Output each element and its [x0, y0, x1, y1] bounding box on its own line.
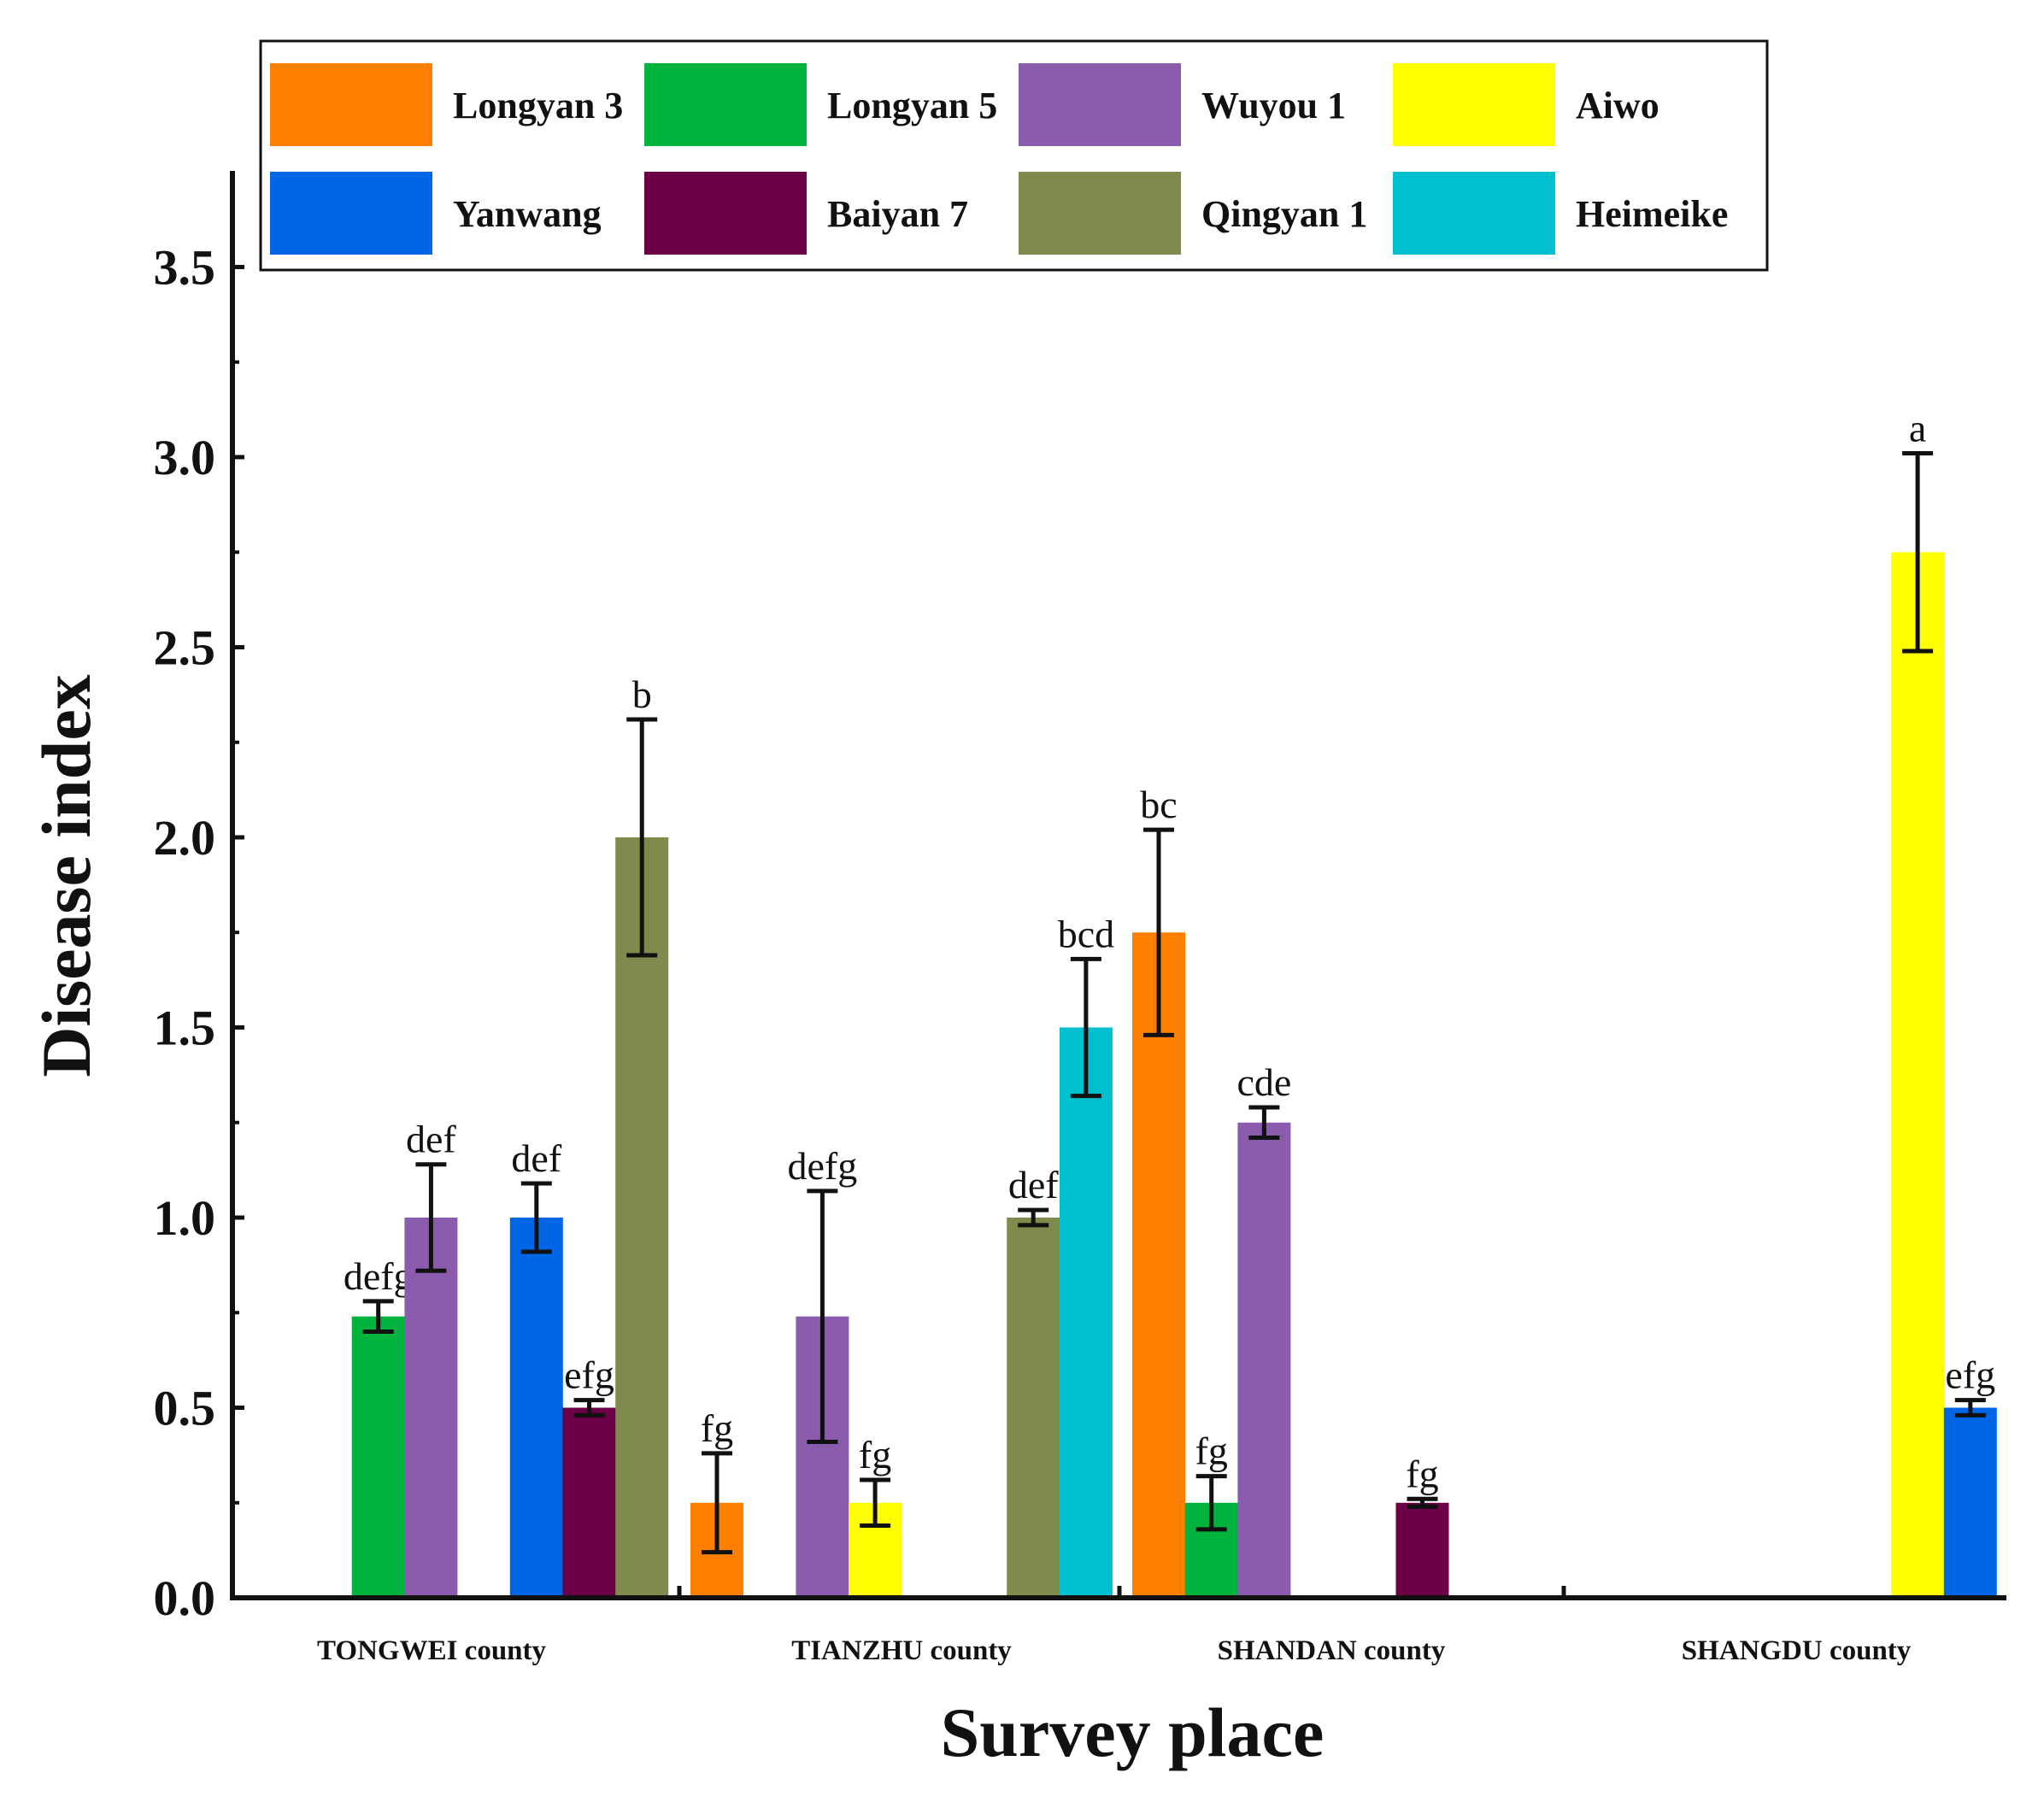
legend-label: Wuyou 1	[1201, 85, 1346, 126]
x-axis-title: Survey place	[941, 1694, 1324, 1771]
legend-swatch	[270, 172, 432, 255]
bar	[1943, 1407, 1997, 1598]
bar	[1007, 1218, 1060, 1598]
bar	[615, 837, 669, 1598]
legend-label: Heimeike	[1576, 193, 1728, 235]
y-tick-label: 0.5	[154, 1381, 216, 1436]
legend: Longyan 3 Longyan 5 Wuyou 1 Aiwo Yanwang Baiy…	[259, 39, 1769, 272]
significance-label: cde	[1236, 1060, 1291, 1104]
y-tick-label: 2.0	[154, 810, 216, 866]
legend-label: Aiwo	[1576, 85, 1659, 126]
legend-swatch	[1019, 63, 1181, 146]
legend-label: Longyan 3	[453, 85, 623, 126]
significance-label: defg	[344, 1254, 414, 1298]
axes: 0.0 0.5 1.0 1.5 2.0 2.5 3.0 3.5 TONGWEI county TI…	[154, 171, 2006, 1666]
legend-swatch	[1393, 172, 1555, 255]
x-category-label: TONGWEI county	[317, 1635, 547, 1666]
significance-label: defg	[788, 1144, 858, 1188]
y-tick-label: 2.5	[154, 620, 216, 676]
bar	[509, 1218, 563, 1598]
significance-label: fg	[1406, 1452, 1438, 1495]
legend-swatch	[1019, 172, 1181, 255]
legend-swatch	[644, 172, 807, 255]
bar	[1891, 552, 1945, 1599]
legend-swatch	[270, 63, 432, 146]
significance-label: def	[511, 1136, 561, 1180]
y-tick-label: 3.0	[154, 430, 216, 485]
significance-label: b	[632, 672, 652, 716]
significance-label: fg	[1195, 1429, 1228, 1473]
significance-label: bc	[1140, 783, 1177, 826]
legend-label: Qingyan 1	[1201, 193, 1367, 235]
y-tick-label: 1.0	[154, 1190, 216, 1246]
significance-label: def	[1008, 1163, 1059, 1206]
bar	[404, 1218, 458, 1598]
significance-label: fg	[701, 1406, 733, 1450]
legend-label: Yanwang	[453, 193, 602, 235]
significance-label: efg	[1945, 1353, 1995, 1397]
bar	[351, 1316, 405, 1598]
bar	[1132, 932, 1185, 1599]
significance-label: a	[1909, 407, 1926, 450]
x-category-label: SHANDAN county	[1218, 1635, 1446, 1666]
legend-label: Baiyan 7	[827, 193, 968, 235]
legend-swatch	[1393, 63, 1555, 146]
y-tick-label: 3.5	[154, 240, 216, 296]
bar	[1237, 1122, 1291, 1599]
legend-label: Longyan 5	[827, 85, 997, 126]
x-category-label: SHANGDU county	[1682, 1635, 1912, 1666]
bars: fgbcdefgfgdefdefgcdefgadefefgefgfgbdefab…	[344, 407, 1997, 1599]
bar	[1395, 1502, 1449, 1599]
significance-label: bcd	[1058, 912, 1114, 955]
y-tick-label: 1.5	[154, 1001, 216, 1056]
significance-label: efg	[564, 1353, 614, 1397]
bar	[1059, 1027, 1113, 1598]
x-category-label: TIANZHU county	[791, 1635, 1012, 1666]
significance-label: def	[406, 1118, 456, 1161]
y-axis-title: Disease index	[27, 674, 105, 1077]
legend-swatch	[644, 63, 807, 146]
bar	[562, 1407, 616, 1598]
y-tick-label: 0.0	[154, 1570, 216, 1626]
significance-label: fg	[859, 1433, 891, 1476]
